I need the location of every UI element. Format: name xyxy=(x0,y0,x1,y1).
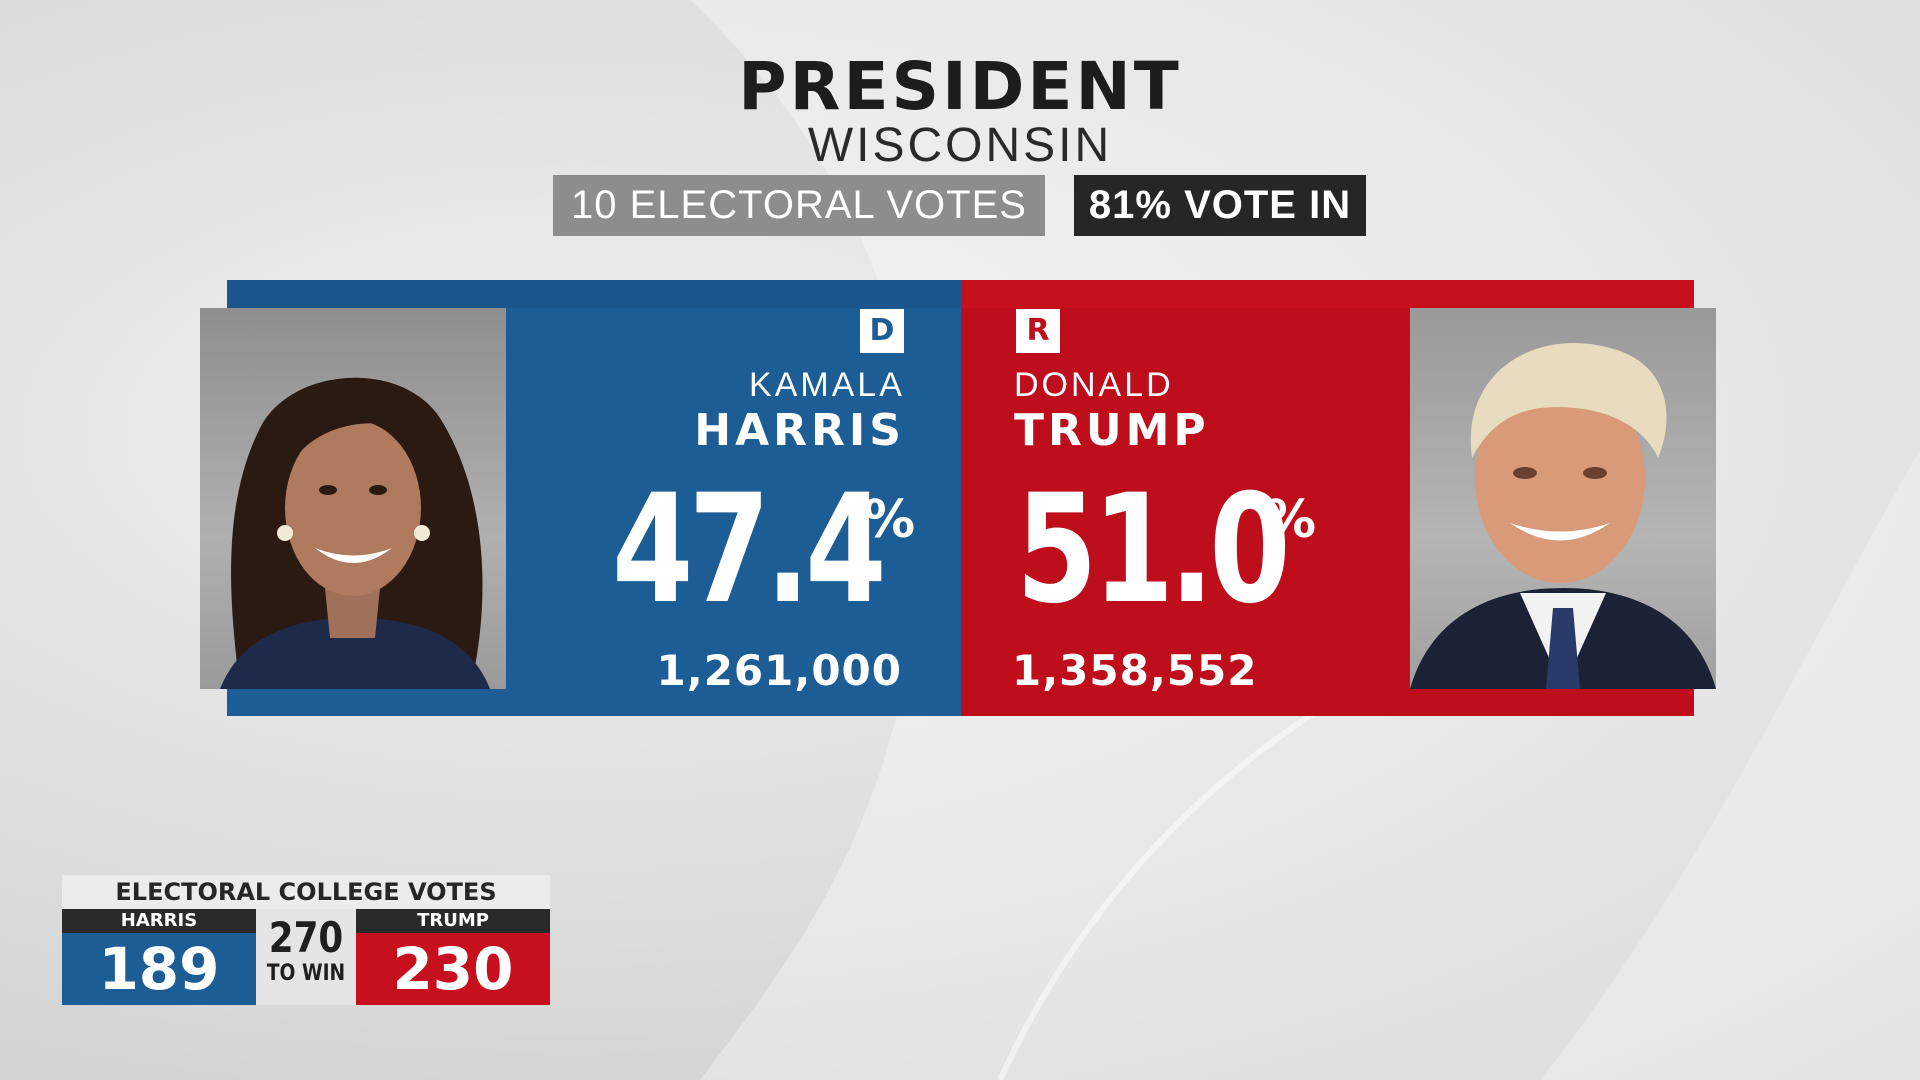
harris-electoral-box: HARRIS 189 xyxy=(62,909,256,1005)
harris-last-name: HARRIS xyxy=(694,405,905,456)
trump-portrait xyxy=(1410,308,1716,689)
trump-vote-count: 1,358,552 xyxy=(1012,646,1258,695)
harris-vote-count: 1,261,000 xyxy=(656,646,902,695)
electoral-college-tracker: ELECTORAL COLLEGE VOTES HARRIS 189 270 T… xyxy=(62,875,550,1005)
democrat-party-badge: D xyxy=(860,309,904,353)
trump-percent-sign: % xyxy=(1264,490,1317,550)
trump-electoral-label: TRUMP xyxy=(356,909,550,933)
race-title: PRESIDENT xyxy=(738,48,1182,125)
panel-stripe xyxy=(227,280,961,308)
trump-percent: 51.0 xyxy=(1016,463,1291,637)
threshold-number: 270 xyxy=(268,913,344,962)
race-state: WISCONSIN xyxy=(807,119,1113,172)
trump-electoral-votes: 230 xyxy=(392,935,514,1003)
trump-first-name: DONALD xyxy=(1014,366,1174,404)
trump-electoral-box: TRUMP 230 xyxy=(356,909,550,1005)
trump-last-name: TRUMP xyxy=(1014,405,1210,456)
harris-electoral-votes: 189 xyxy=(98,935,220,1003)
vote-reporting-pill: 81% VOTE IN xyxy=(1074,175,1366,236)
threshold-box: 270 TO WIN xyxy=(256,909,356,1005)
electoral-votes-pill: 10 ELECTORAL VOTES xyxy=(553,175,1045,236)
race-header: PRESIDENT WISCONSIN xyxy=(0,50,1920,172)
harris-percent-sign: % xyxy=(863,490,916,550)
harris-percent: 47.4 xyxy=(612,463,887,637)
republican-party-badge: R xyxy=(1016,309,1060,353)
harris-portrait xyxy=(200,308,506,689)
electoral-college-title: ELECTORAL COLLEGE VOTES xyxy=(62,875,550,909)
race-info-pills: 10 ELECTORAL VOTES 81% VOTE IN xyxy=(0,175,1920,237)
panel-stripe xyxy=(961,280,1694,308)
harris-first-name: KAMALA xyxy=(749,366,905,404)
harris-electoral-label: HARRIS xyxy=(62,909,256,933)
threshold-label: TO WIN xyxy=(266,961,346,986)
